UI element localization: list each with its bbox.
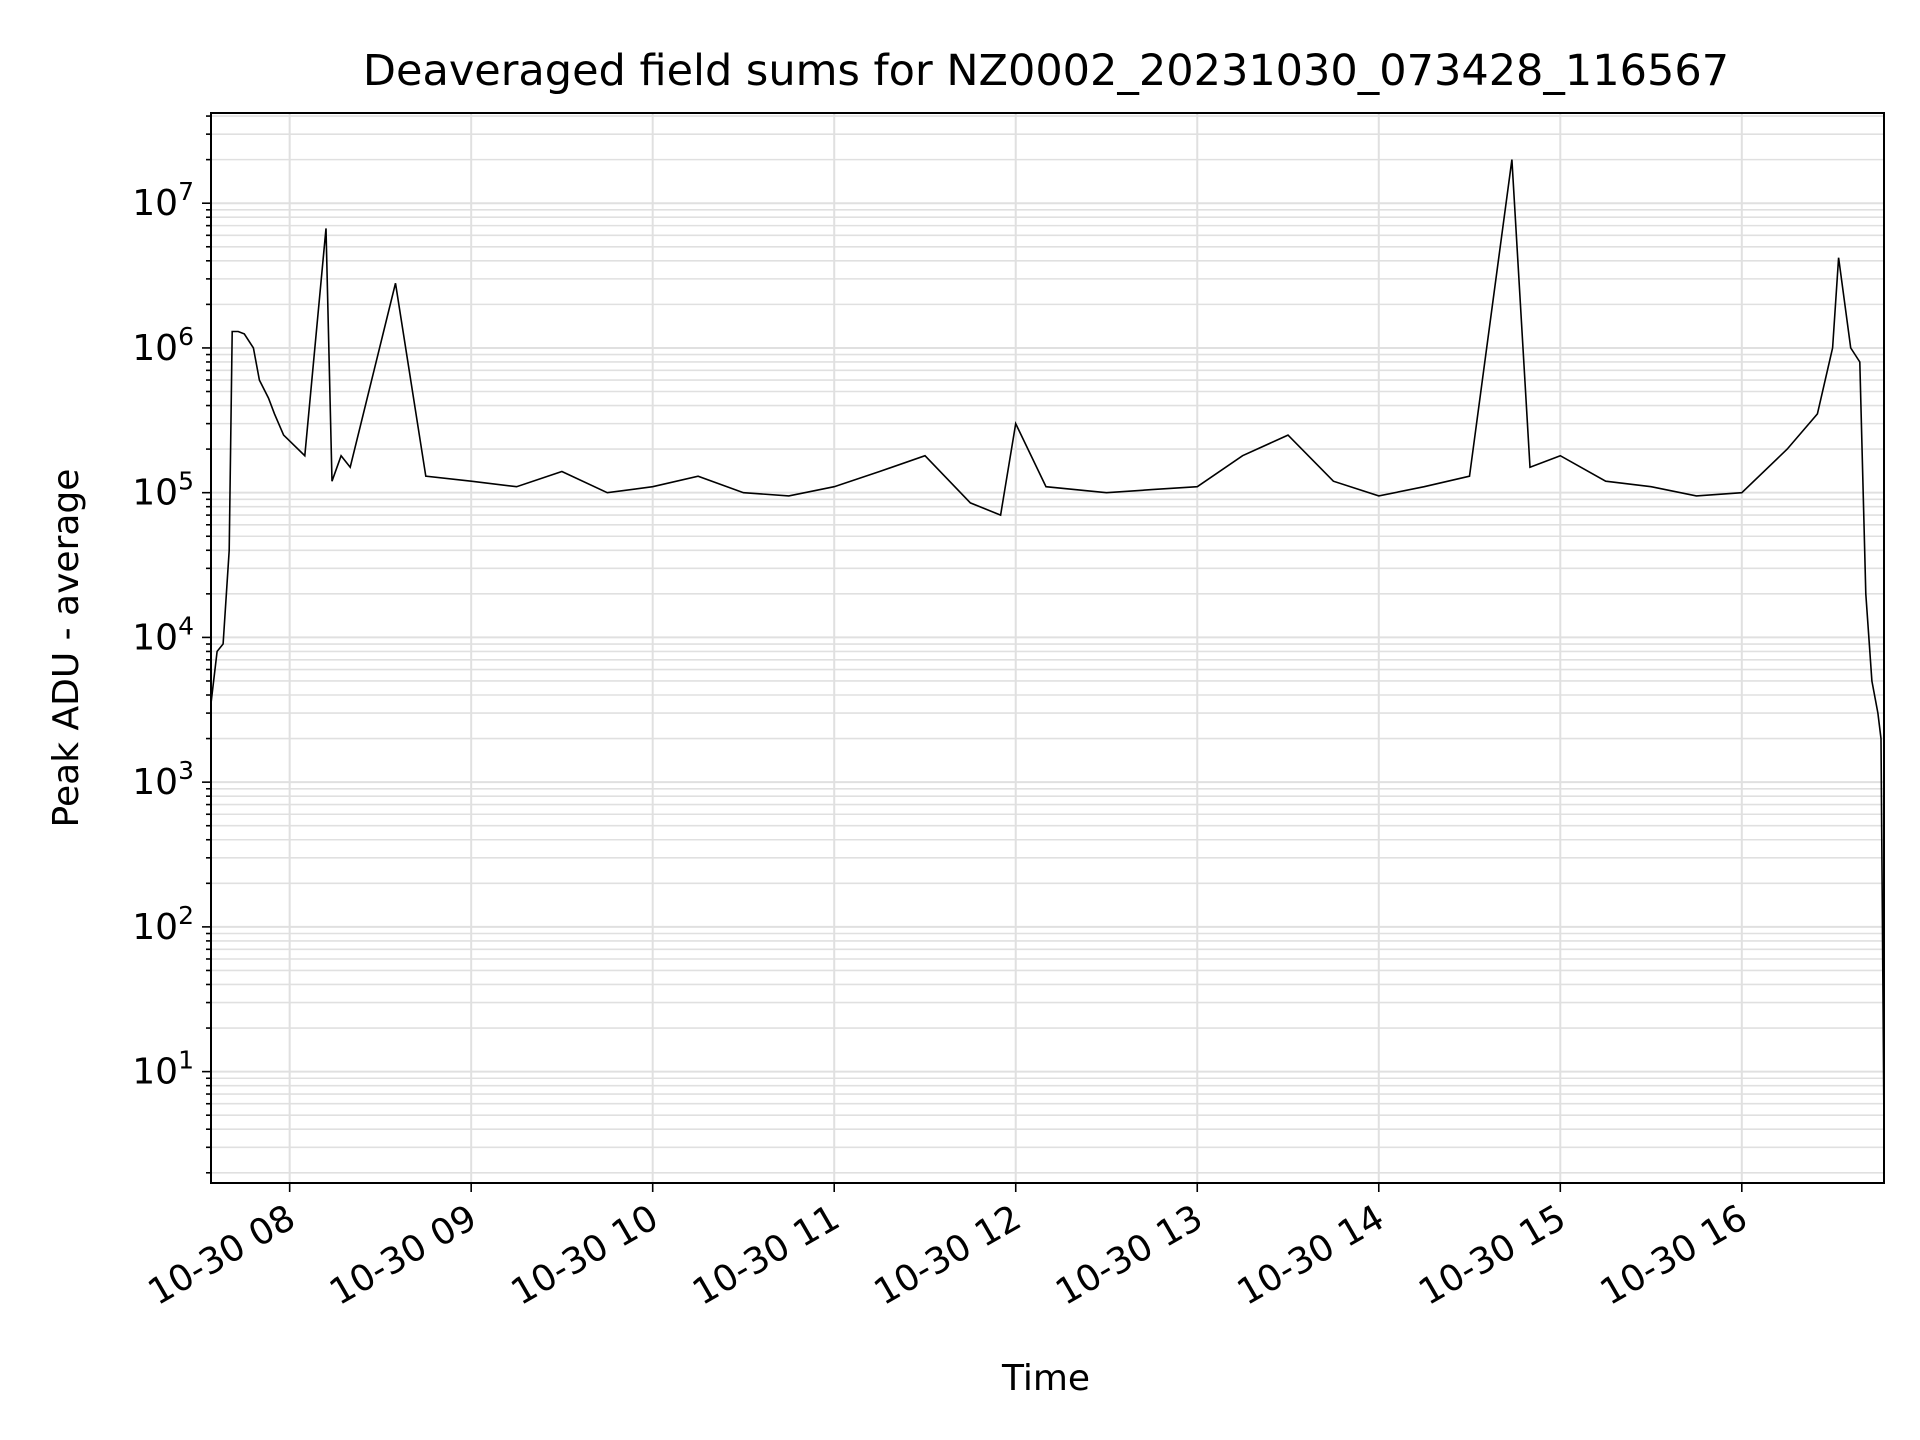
x-tick-label: 10-30 09	[323, 1197, 484, 1313]
x-axis-label: Time	[1001, 1358, 1090, 1399]
x-tick-label: 10-30 11	[686, 1197, 847, 1313]
y-axis: 101 102 103 104 105 106 107	[132, 115, 211, 1174]
x-tick-label: 10-30 10	[505, 1197, 666, 1313]
y-axis-label: Peak ADU - average	[46, 469, 87, 828]
plot-frame	[210, 112, 1885, 1184]
x-tick-label: 10-30 13	[1049, 1197, 1210, 1313]
x-tick-label: 10-30 14	[1231, 1197, 1392, 1313]
x-tick-label: 10-30 12	[868, 1197, 1029, 1313]
y-tick-label: 104	[132, 611, 194, 658]
x-tick-label: 10-30 15	[1412, 1197, 1573, 1313]
grid	[211, 113, 1884, 1183]
y-tick-label: 107	[132, 177, 194, 224]
x-axis: 10-30 08 10-30 09 10-30 10 10-30 11 10-30 12…	[141, 1183, 1754, 1314]
y-tick-label: 106	[132, 322, 194, 369]
chart-title: Deaveraged field sums for NZ0002_2023103…	[363, 46, 1729, 96]
y-tick-label: 103	[132, 756, 194, 803]
x-tick-label: 10-30 16	[1594, 1197, 1755, 1313]
y-tick-label: 105	[132, 467, 194, 514]
series-line	[210, 159, 1885, 1130]
y-tick-label: 101	[132, 1046, 194, 1093]
y-tick-label: 102	[132, 901, 194, 948]
series	[210, 159, 1885, 1130]
x-tick-label: 10-30 08	[141, 1197, 302, 1313]
